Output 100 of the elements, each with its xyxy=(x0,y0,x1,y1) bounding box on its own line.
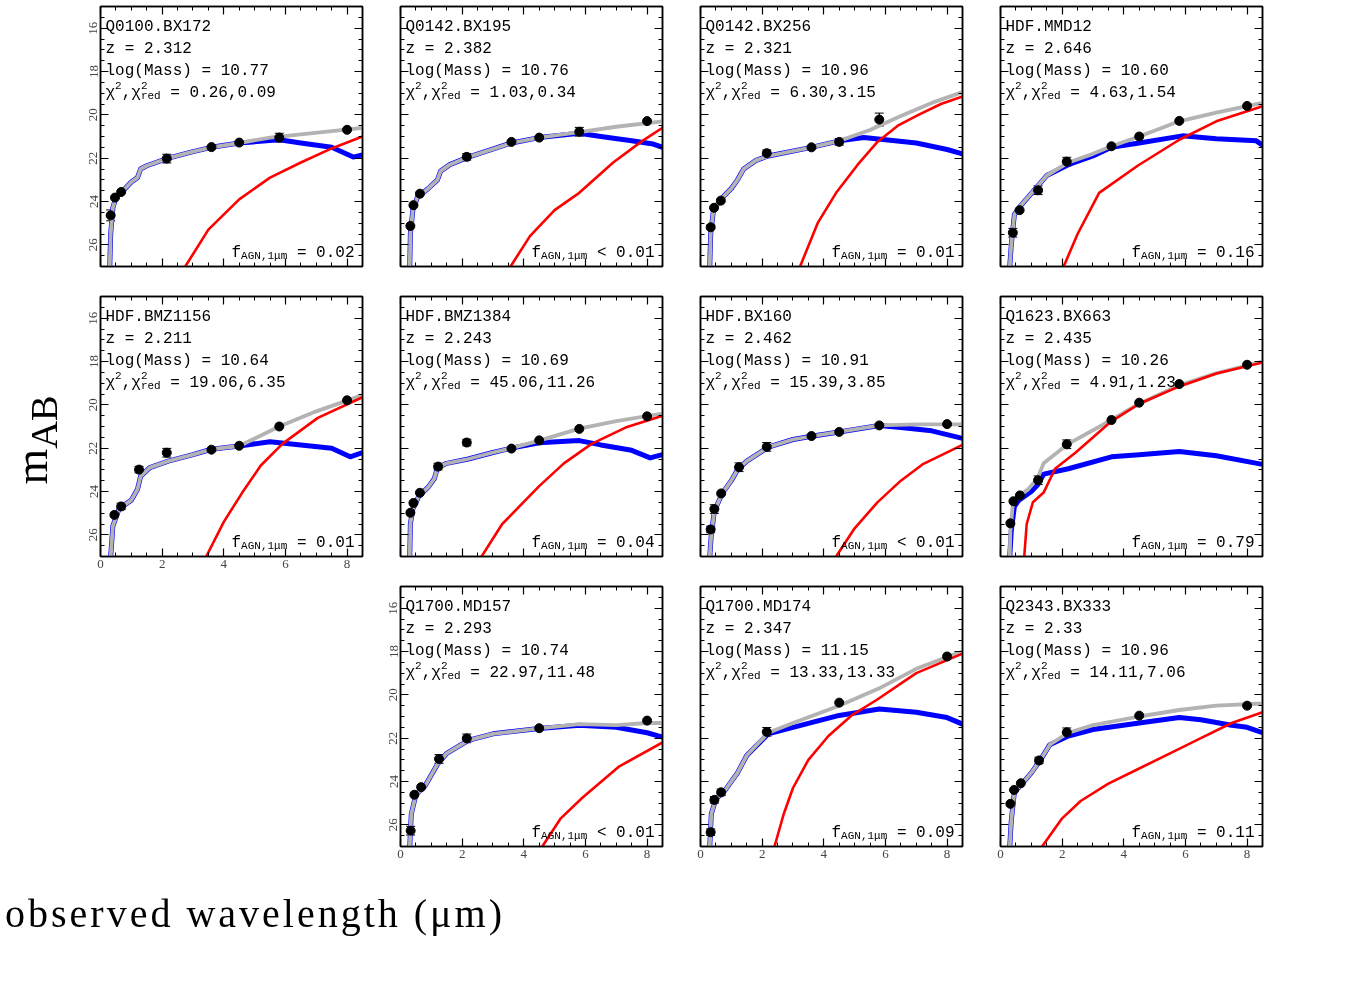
point xyxy=(534,435,545,446)
x-tick-label: 2 xyxy=(458,845,466,861)
x-tick-label: 0 xyxy=(997,845,1004,861)
annotation: z = 2.646 xyxy=(1005,39,1092,58)
point xyxy=(1242,700,1253,711)
point xyxy=(1174,115,1185,126)
text: HDF.BX160 xyxy=(705,307,792,326)
point xyxy=(1015,778,1026,789)
x-tick-label: 4 xyxy=(220,555,228,571)
point xyxy=(1242,359,1253,370)
x-tick-label: 6 xyxy=(882,845,890,861)
annotation: log(Mass) = 10.96 xyxy=(1005,641,1169,660)
annotation: fAGN,1μm = 0.04 xyxy=(531,533,655,553)
text: Q1700.MD174 xyxy=(705,597,812,616)
y-tick-label: 16 xyxy=(85,311,101,325)
point xyxy=(506,136,517,147)
point xyxy=(1134,710,1145,721)
text: Q0142.BX195 xyxy=(405,17,512,36)
text: HDF.BMZ1156 xyxy=(105,307,212,326)
text: HDF.MMD12 xyxy=(1005,17,1092,36)
point xyxy=(942,419,953,430)
point xyxy=(1005,518,1016,529)
annotation: fAGN,1μm = 0.16 xyxy=(1131,243,1255,263)
x-tick-label: 8 xyxy=(1243,845,1251,861)
point xyxy=(1005,798,1016,809)
text: Q2343.BX333 xyxy=(1005,597,1112,616)
annotation: fAGN,1μm = 0.09 xyxy=(831,823,955,843)
annotation: fAGN,1μm < 0.01 xyxy=(531,243,655,263)
line-series xyxy=(204,395,363,557)
point xyxy=(709,202,720,213)
y-tick-label: 26 xyxy=(85,237,101,252)
y-tick-label: 24 xyxy=(85,484,101,498)
x-tick-label: 2 xyxy=(158,555,166,571)
point xyxy=(574,423,585,434)
text: HDF.BMZ1384 xyxy=(405,307,512,326)
point xyxy=(1106,415,1117,425)
point xyxy=(414,487,425,498)
y-tick-label: 24 xyxy=(385,774,401,788)
point xyxy=(534,723,545,734)
point xyxy=(506,443,517,454)
point xyxy=(109,509,120,520)
y-tick-label: 24 xyxy=(85,194,101,208)
x-tick-label: 6 xyxy=(582,845,590,861)
point xyxy=(116,186,127,197)
x-tick-label: 2 xyxy=(758,845,766,861)
annotation: fAGN,1μm = 0.01 xyxy=(831,243,955,263)
annotation: fAGN,1μm = 0.11 xyxy=(1131,823,1255,843)
y-tick-label: 20 xyxy=(85,398,101,412)
text: Q0100.BX172 xyxy=(105,17,212,36)
point xyxy=(206,142,217,153)
point xyxy=(642,411,653,422)
annotation: z = 2.347 xyxy=(705,619,792,638)
text: Q0142.BX256 xyxy=(705,17,812,36)
point xyxy=(405,507,416,518)
point xyxy=(409,789,420,800)
y-tick-label: 18 xyxy=(85,65,101,78)
line-series xyxy=(108,393,363,557)
y-tick-label: 22 xyxy=(85,151,101,165)
point xyxy=(206,444,217,455)
point xyxy=(109,192,120,203)
point xyxy=(1134,131,1145,142)
annotation: z = 2.243 xyxy=(405,329,492,348)
point xyxy=(274,421,285,432)
annotation: z = 2.321 xyxy=(705,39,792,58)
x-tick-label: 0 xyxy=(97,555,104,571)
annotation: log(Mass) = 10.64 xyxy=(105,351,269,370)
y-tick-label: 20 xyxy=(85,108,101,122)
point xyxy=(1014,205,1025,216)
point xyxy=(716,488,727,499)
point xyxy=(234,440,245,451)
x-tick-label: 8 xyxy=(943,845,951,861)
annotation: log(Mass) = 11.15 xyxy=(705,641,869,660)
point xyxy=(342,395,353,406)
annotation: z = 2.33 xyxy=(1005,619,1083,638)
x-tick-label: 0 xyxy=(697,845,704,861)
x-axis-title: observed wavelength (μm) xyxy=(5,890,505,938)
point xyxy=(1174,379,1185,390)
point xyxy=(874,420,885,431)
text: Q1700.MD157 xyxy=(405,597,512,616)
annotation: z = 2.211 xyxy=(105,329,192,348)
point xyxy=(715,195,726,206)
point xyxy=(834,697,845,708)
point xyxy=(642,715,653,726)
line-series xyxy=(183,135,363,267)
point xyxy=(1134,397,1145,408)
annotation: z = 2.312 xyxy=(105,39,192,58)
point xyxy=(806,431,817,442)
x-tick-label: 6 xyxy=(1182,845,1190,861)
annotation: z = 2.435 xyxy=(1005,329,1092,348)
point xyxy=(1014,490,1025,501)
point xyxy=(834,426,845,437)
annotation: fAGN,1μm = 0.79 xyxy=(1131,533,1255,553)
point xyxy=(416,782,427,793)
y-tick-label: 26 xyxy=(85,527,101,542)
point xyxy=(408,200,419,211)
point xyxy=(942,651,953,662)
x-tick-label: 8 xyxy=(643,845,651,861)
annotation: log(Mass) = 10.69 xyxy=(405,351,569,370)
annotation: log(Mass) = 10.60 xyxy=(1005,61,1169,80)
point xyxy=(342,124,353,135)
